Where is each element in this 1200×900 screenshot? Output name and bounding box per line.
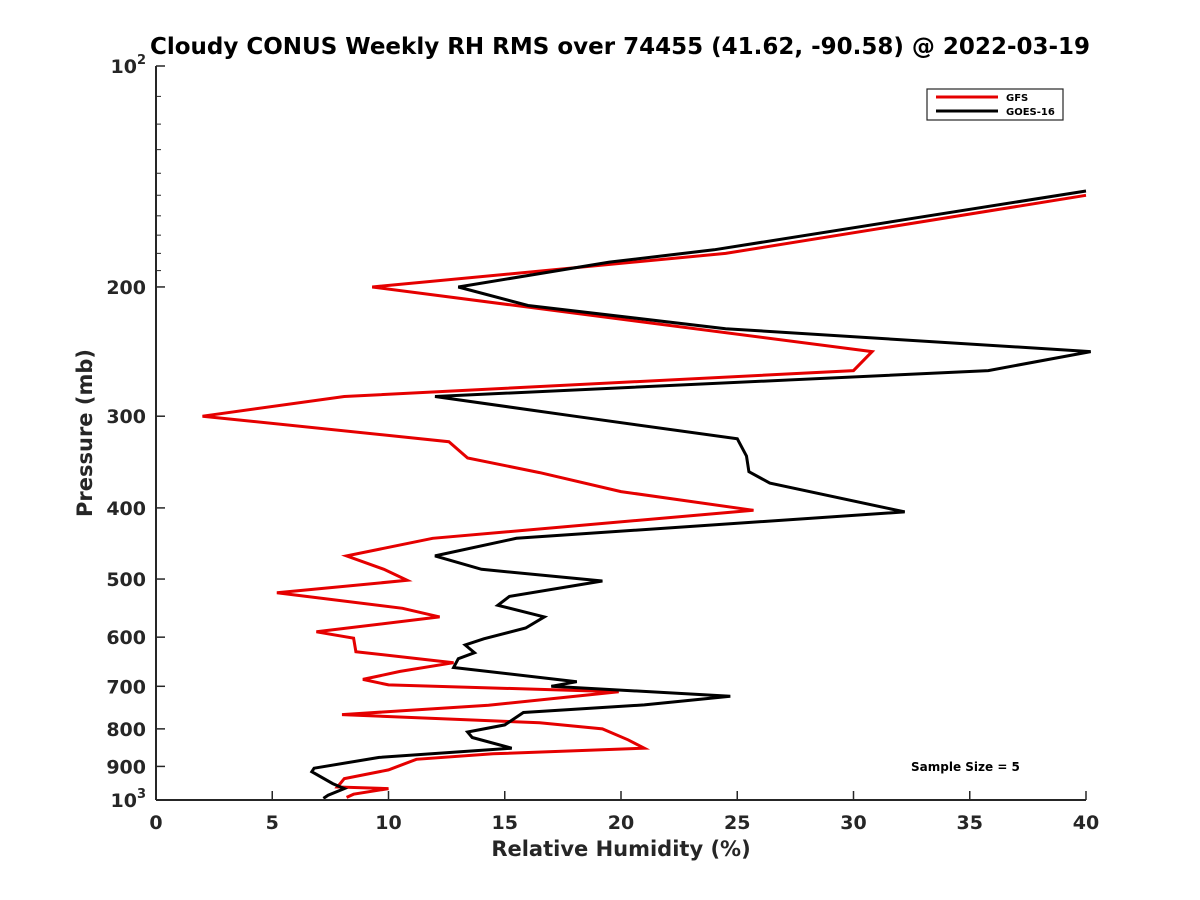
chart-title: Cloudy CONUS Weekly RH RMS over 74455 (4… [150,34,1090,60]
y-tick-label: 200 [106,277,146,299]
x-tick-label: 5 [266,812,279,834]
series-line-gfs [202,193,1087,799]
y-tick-label: 103 [111,787,147,812]
legend: GFS GOES-16 [926,88,1064,121]
legend-label-gfs: GFS [1006,93,1028,104]
legend-label-goes16: GOES-16 [1006,107,1055,118]
y-tick-label: 400 [106,498,146,520]
y-tick-label: 102 [111,53,147,78]
y-tick-label: 600 [106,627,146,649]
series-layer [202,189,1091,800]
x-axis-label: Relative Humidity (%) [491,837,750,861]
y-axis-ticks: 102 200 300 400 500 600 700 800 900 103 [106,53,165,812]
x-tick-label: 40 [1073,812,1099,834]
x-tick-label: 30 [840,812,866,834]
sample-size-annotation: Sample Size = 5 [911,760,1020,774]
plot-area [156,66,1086,800]
y-tick-label: 800 [106,719,146,741]
x-tick-label: 15 [492,812,518,834]
x-tick-label: 0 [149,812,162,834]
y-axis-label: Pressure (mb) [73,349,97,517]
x-axis-ticks: 0 5 10 15 20 25 30 35 40 [149,791,1099,834]
y-tick-label: 900 [106,756,146,778]
y-tick-label: 700 [106,676,146,698]
legend-box [926,88,1064,121]
series-line-goes16 [309,189,1091,800]
plot-background [156,66,1086,800]
x-tick-label: 25 [724,812,750,834]
y-tick-label: 300 [106,406,146,428]
x-tick-label: 20 [608,812,634,834]
x-tick-label: 35 [957,812,983,834]
y-tick-label: 500 [106,569,146,591]
x-tick-label: 10 [375,812,401,834]
